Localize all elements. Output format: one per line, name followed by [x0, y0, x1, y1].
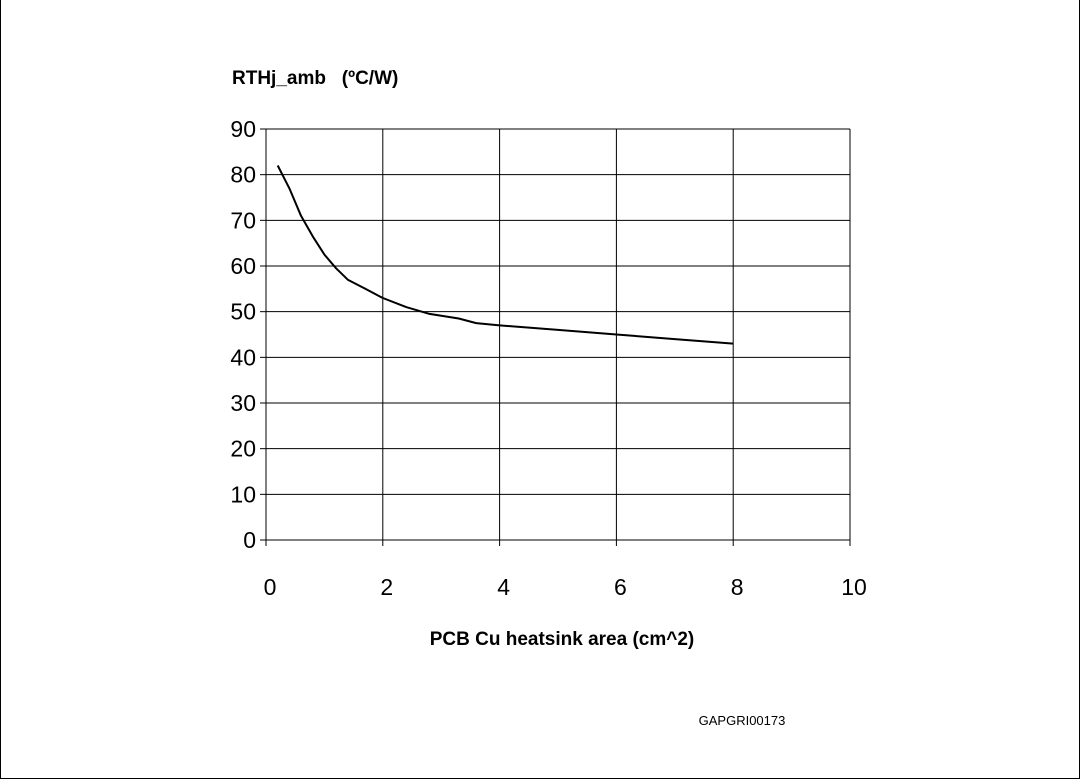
grid-lines	[266, 128, 851, 540]
series-line-0	[276, 165, 734, 345]
series-group	[276, 165, 734, 345]
axes	[260, 128, 851, 546]
y-tick-label-0: 0	[243, 527, 256, 553]
y-tick-label-50: 50	[230, 299, 256, 325]
x-tick-label-2: 2	[380, 574, 393, 600]
y-axis-label: RTHj_amb (ºC/W)	[232, 68, 398, 89]
figure-code: GAPGRI00173	[699, 713, 786, 728]
x-axis-label: PCB Cu heatsink area (cm^2)	[430, 629, 695, 650]
x-tick-label-4: 4	[497, 574, 510, 600]
y-tick-label-90: 90	[230, 116, 256, 142]
y-tick-label-70: 70	[230, 207, 256, 233]
y-tick-label-60: 60	[230, 253, 256, 279]
x-tick-label-8: 8	[731, 574, 744, 600]
y-tick-label-30: 30	[230, 390, 256, 416]
y-tick-label-20: 20	[230, 436, 256, 462]
y-tick-label-10: 10	[230, 481, 256, 507]
x-tick-label-0: 0	[264, 574, 277, 600]
x-tick-label-6: 6	[614, 574, 627, 600]
x-tick-labels: 0 2 4 6 8 10	[264, 574, 867, 600]
y-tick-labels: 0 10 20 30 40 50 60 70 80 90	[230, 116, 256, 553]
x-tick-label-10: 10	[841, 574, 867, 600]
y-tick-label-80: 80	[230, 162, 256, 188]
y-tick-label-40: 40	[230, 344, 256, 370]
